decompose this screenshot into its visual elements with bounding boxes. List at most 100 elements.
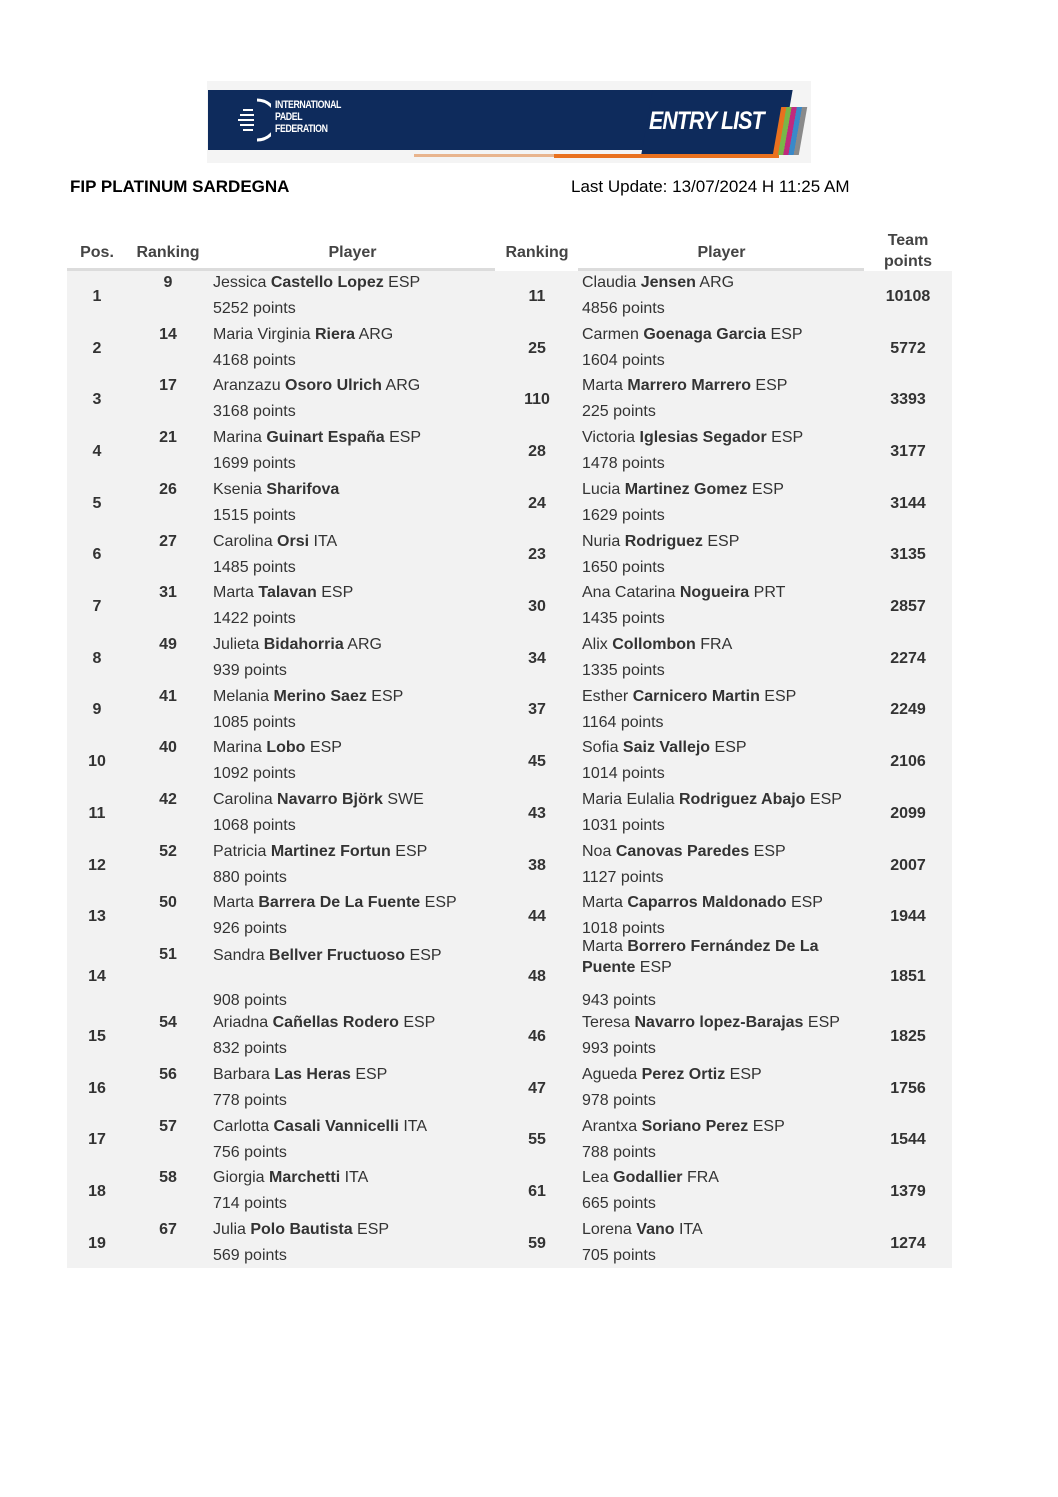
player-nationality: ESP (371, 687, 404, 705)
player-last-name: Riera (314, 325, 356, 343)
player-points: 1085 points (213, 713, 296, 731)
player-first-name: Aranzazu (213, 377, 281, 395)
player-name: Melania Merino Saez ESP (213, 684, 495, 710)
table-row: 2 14 25 5772 Maria Virginia Riera ARG 4168 po… (67, 323, 952, 375)
team-points: 2106 (890, 753, 926, 771)
player1-cell: Carolina Navarro Björk SWE 1068 points (213, 787, 495, 839)
player-points: 880 points (213, 868, 287, 886)
player-nationality: ITA (313, 532, 338, 550)
player-points: 5252 points (213, 300, 296, 317)
player-name: Claudia Jensen ARG (582, 270, 867, 296)
player-nationality: ESP (389, 429, 422, 447)
player-first-name: Giorgia (213, 1169, 265, 1187)
player2-cell: Maria Eulalia Rodriguez Abajo ESP 1031 po… (582, 787, 867, 839)
player-nationality: ESP (309, 739, 342, 757)
player-nationality: ESP (809, 791, 842, 808)
player1-ranking: 41 (159, 687, 177, 705)
player-nationality: ARG (358, 325, 394, 343)
player2-cell: Claudia Jensen ARG 4856 points (582, 270, 867, 322)
player-last-name: Borrero Fernández De La Puente (582, 938, 819, 977)
position: 1 (92, 287, 102, 305)
player-points: 1650 points (582, 558, 665, 576)
player-first-name: Sandra (213, 947, 265, 965)
player-points: 908 points (213, 992, 287, 1010)
player-first-name: Noa (582, 842, 612, 860)
team-points: 2249 (890, 701, 926, 719)
banner-background (208, 90, 688, 150)
player-name: Marina Guinart España ESP (213, 425, 495, 451)
position: 3 (92, 391, 102, 409)
player-points: 978 points (582, 1091, 656, 1109)
logo-line: PADEL (275, 111, 303, 123)
player-first-name: Carolina (213, 532, 273, 550)
player1-ranking: 27 (159, 532, 177, 550)
table-row: 15 54 46 1825 Ariadna Cañellas Rodero ESP 832… (67, 1011, 952, 1063)
player1-cell: Marina Guinart España ESP 1699 points (213, 425, 495, 477)
player-name: Marta Caparros Maldonado ESP (582, 890, 867, 916)
player1-ranking: 54 (159, 1014, 177, 1032)
header-player-1: Player (328, 244, 377, 261)
player-first-name: Patricia (213, 842, 267, 860)
player-name: Carmen Goenaga Garcia ESP (582, 322, 867, 348)
player1-ranking: 49 (159, 635, 177, 653)
position: 13 (88, 908, 106, 926)
player2-ranking: 24 (528, 494, 546, 512)
player-name: Carolina Navarro Björk SWE (213, 787, 495, 813)
player-last-name: Guinart España (266, 429, 385, 447)
position: 6 (92, 546, 102, 564)
header-team-points-line: Team (887, 232, 929, 249)
player-points: 1515 points (213, 506, 296, 524)
position: 19 (88, 1234, 106, 1252)
player1-ranking: 42 (159, 791, 177, 808)
player-last-name: Bellver Fructuoso (269, 947, 406, 965)
player-first-name: Julia (213, 1220, 246, 1238)
player-points: 1335 points (582, 661, 665, 679)
logo-line: FEDERATION (275, 123, 328, 135)
player-first-name: Marina (213, 429, 262, 447)
player-first-name: Marta (213, 894, 254, 912)
player2-cell: Ana Catarina Nogueira PRT 1435 points (582, 580, 867, 632)
player2-ranking: 28 (528, 442, 546, 460)
player2-ranking: 59 (528, 1234, 546, 1252)
player-name: Alix Collombon FRA (582, 632, 867, 658)
position: 15 (88, 1027, 106, 1045)
team-points: 1851 (890, 968, 926, 986)
player2-ranking: 46 (528, 1027, 546, 1045)
position: 2 (92, 339, 102, 357)
player-first-name: Marta (582, 894, 623, 912)
player1-ranking: 58 (159, 1169, 177, 1187)
player-last-name: Castello Lopez (270, 274, 384, 291)
position: 4 (92, 442, 102, 460)
header-ranking-2: Ranking (505, 244, 569, 261)
player2-cell: Arantxa Soriano Perez ESP 788 points (582, 1114, 867, 1166)
player2-cell: Teresa Navarro lopez-Barajas ESP 993 poin… (582, 1010, 867, 1062)
table-row: 11 42 43 2099 Carolina Navarro Björk SWE 1068… (67, 788, 952, 840)
player-last-name: Polo Bautista (250, 1220, 353, 1238)
player1-cell: Aranzazu Osoro Ulrich ARG 3168 points (213, 373, 495, 425)
player1-ranking: 40 (159, 739, 177, 757)
player2-ranking: 61 (528, 1183, 546, 1201)
team-points: 3177 (890, 442, 926, 460)
player-first-name: Ariadna (213, 1014, 269, 1032)
player-points: 1018 points (582, 920, 665, 938)
player-last-name: Orsi (277, 532, 310, 550)
team-points: 1944 (890, 908, 926, 926)
position: 8 (92, 649, 102, 667)
player-nationality: FRA (700, 635, 733, 653)
player1-cell: Maria Virginia Riera ARG 4168 points (213, 322, 495, 374)
table-row: 6 27 23 3135 Carolina Orsi ITA 1485 points Nur… (67, 530, 952, 582)
banner-label: ENTRY LIST (649, 107, 765, 135)
player1-ranking: 67 (159, 1220, 177, 1238)
player-nationality: ITA (678, 1220, 703, 1238)
position: 18 (88, 1183, 106, 1201)
player-points: 1699 points (213, 455, 296, 473)
player1-cell: Ariadna Cañellas Rodero ESP 832 points (213, 1010, 495, 1062)
player-nationality: ESP (751, 480, 784, 498)
player-nationality: ESP (357, 1220, 390, 1238)
player2-ranking: 23 (528, 546, 546, 564)
player-first-name: Marina (213, 739, 262, 757)
player-first-name: Claudia (582, 274, 637, 291)
player-last-name: Navarro lopez-Barajas (634, 1014, 804, 1032)
banner-accent-line-orange (554, 154, 779, 158)
player-first-name: Lorena (582, 1220, 632, 1238)
